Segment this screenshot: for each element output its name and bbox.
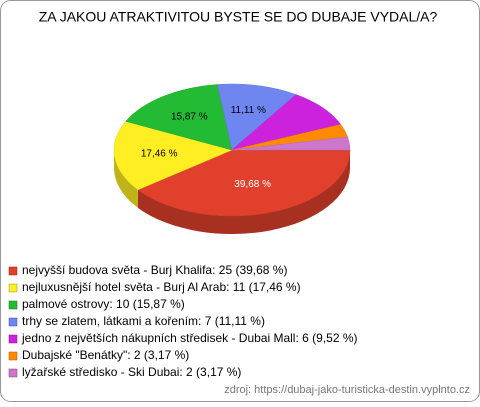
slice [217, 83, 297, 151]
source: zdroj: https://dubaj-jako-turisticka-des… [224, 384, 470, 396]
legend-swatch [8, 266, 18, 276]
legend-label: nejvyšší budova světa - Burj Khalifa: 25… [22, 263, 287, 277]
legend-label: lyžařské středisko - Ski Dubai: 2 (3,17 … [22, 365, 241, 379]
legend-label: trhy se zlatem, látkami a kořením: 7 (11… [22, 314, 265, 328]
slice [137, 149, 351, 217]
slice-side [114, 150, 138, 208]
legend-swatch [8, 334, 18, 344]
slice [231, 136, 351, 151]
legend-label: nejluxusnější hotel světa - Burj Al Arab… [22, 280, 301, 294]
slice [113, 121, 233, 191]
slice-side [137, 150, 350, 235]
legend-label: jedno z největších nákupních středisek -… [21, 331, 358, 345]
legend-label: palmové ostrovy: 10 (15,87 %) [22, 297, 185, 311]
data-label: 39,68 % [234, 179, 271, 190]
legend-swatch [8, 368, 18, 378]
slice [125, 84, 233, 151]
legend-swatch [8, 300, 18, 310]
legend-swatch [8, 317, 18, 327]
data-label: 17,46 % [141, 149, 178, 160]
legend-swatch [8, 283, 18, 293]
chart-title: ZA JAKOU ATRAKTIVITOU BYSTE SE DO DUBAJE… [39, 9, 438, 25]
data-label: 11,11 % [231, 105, 266, 116]
legend-label: Dubajské "Benátky": 2 (3,17 %) [22, 348, 189, 362]
legend-swatch [8, 351, 18, 361]
data-label: 15,87 % [171, 111, 208, 122]
